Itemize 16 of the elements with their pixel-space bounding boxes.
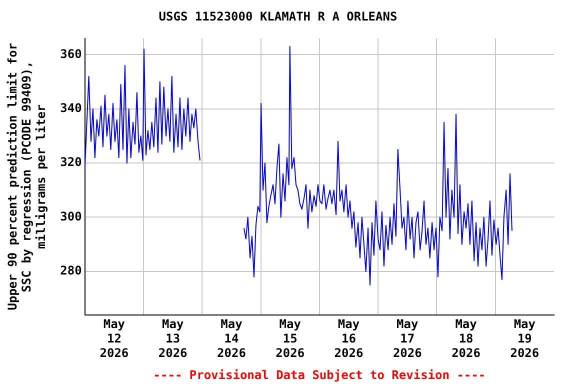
x-tick-label: May 19 2026 <box>510 317 540 360</box>
y-tick-label: 300 <box>60 209 82 224</box>
y-tick-label: 340 <box>60 100 82 115</box>
x-tick-label: May 12 2026 <box>100 317 129 360</box>
x-tick-label: May 16 2026 <box>334 317 364 360</box>
chart-title: USGS 11523000 KLAMATH R A ORLEANS <box>158 9 398 24</box>
y-tick-label: 320 <box>60 155 82 170</box>
x-tick-label: May 13 2026 <box>158 317 188 360</box>
x-tick-label: May 17 2026 <box>392 317 422 360</box>
x-tick-label: May 18 2026 <box>452 317 480 360</box>
y-axis-title: Upper 90 percent prediction limit for SSC by regression (PCODE 99409), milligrams per liter <box>5 42 48 310</box>
x-tick-label: May 15 2026 <box>276 317 305 360</box>
y-tick-label: 360 <box>60 46 82 61</box>
x-tick-label: May 14 2026 <box>217 317 246 360</box>
text: ---- Provisional Data Subject to Revision ---- <box>153 368 486 382</box>
y-tick-label: 280 <box>60 264 82 278</box>
